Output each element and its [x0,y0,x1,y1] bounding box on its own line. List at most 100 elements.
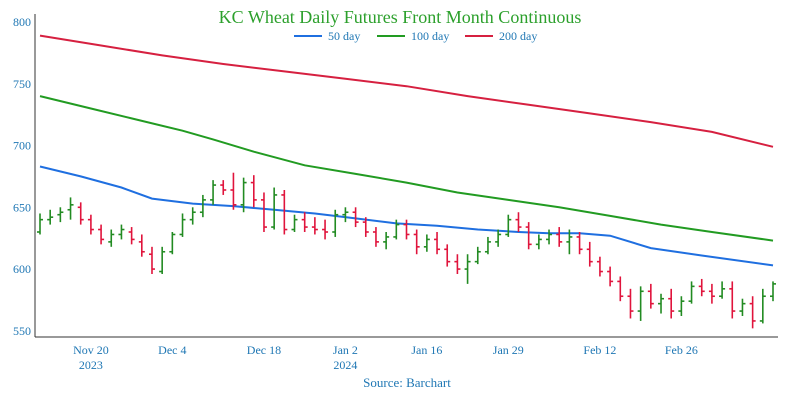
ohlc-bar [47,209,54,225]
legend: 50 day 100 day 200 day [294,29,537,43]
ohlc-bar [169,232,176,255]
ohlc-bar [535,234,542,250]
ohlc-bar [566,229,573,255]
ohlc-bar [729,281,736,319]
ohlc-bar [98,224,105,245]
ohlc-bar [352,207,359,228]
source-note: Source: Barchart [363,375,451,390]
ohlc-bar [413,229,420,255]
chart-title: KC Wheat Daily Futures Front Month Conti… [219,7,582,27]
ohlc-bar [596,256,603,277]
ohlc-bar [617,276,624,302]
ohlc-bar [342,207,349,223]
x-tick-label: Jan 29 [493,343,524,357]
ohlc-bar [37,213,43,235]
ohlc-bar [87,214,94,235]
y-tick-label: 800 [13,15,31,29]
ohlc-bar [311,217,318,235]
y-tick-label: 600 [13,262,31,276]
ohlc-bar [607,266,614,287]
ohlc-bar [678,296,685,316]
ohlc-bar [128,227,135,245]
y-tick-label: 750 [13,77,31,91]
ohlc-bar [719,281,726,299]
y-tick-label: 650 [13,200,31,214]
x-tick-label: Dec 18 [247,343,281,357]
ohlc-bar [434,232,441,255]
ohlc-bar [57,207,64,223]
ohlc-bar [372,227,379,247]
ohlc-bar [362,217,369,237]
ohlc-bar [199,194,206,218]
ohlc-bar [250,175,257,208]
ma-line-200-day [39,34,774,148]
legend-label-200: 200 day [499,29,537,43]
ohlc-bar [505,214,512,237]
y-tick-label: 700 [13,139,31,153]
ohlc-bar [159,246,166,274]
ohlc-bar [495,229,502,247]
ohlc-bar [739,298,746,316]
legend-label-100: 100 day [411,29,449,43]
ohlc-bar [749,296,756,329]
ohlc-bar [576,232,583,255]
ohlc-bar [220,180,227,195]
ohlc-bar [230,172,237,210]
ohlc-bar [291,214,298,232]
ohlc-bar [383,232,390,250]
ohlc-bar [627,288,634,319]
plot-area [37,34,776,329]
ohlc-bar [556,227,563,247]
ohlc-bar [444,244,451,267]
ohlc-bar [484,236,491,255]
x-tick-label: Dec 4 [158,343,186,357]
ohlc-bar [77,202,84,225]
legend-label-50: 50 day [328,29,360,43]
x-tick-year-label: 2023 [79,358,103,372]
ohlc-bar [546,229,553,245]
ohlc-bar [688,281,695,304]
y-tick-label: 550 [13,324,31,338]
ohlc-bar [515,212,522,232]
ohlc-bar [179,213,186,237]
ohlc-bar [658,293,665,314]
x-tick-label: Feb 26 [665,343,698,357]
ohlc-bar [770,281,776,302]
x-tick-label: Nov 20 [73,343,109,357]
ohlc-bar [698,278,705,297]
x-tick-label: Jan 2 [333,343,358,357]
ma-line-50-day [39,165,774,267]
ohlc-bar [189,207,196,225]
ohlc-bar [759,288,766,324]
ohlc-bar [474,246,481,265]
ma-line-100-day [39,95,774,242]
ohlc-bar [708,283,715,304]
ohlc-bar [67,197,74,220]
ohlc-bar [586,241,593,267]
ohlc-bar [454,254,461,274]
ohlc-bar [260,192,267,232]
ohlc-bar [668,288,675,319]
ohlc-bar [322,219,329,240]
ohlc-bar [301,212,308,232]
ohlc-bar [393,219,400,240]
ohlc-bar [403,219,410,240]
ohlc-bar [271,187,278,230]
ohlc-bar [525,222,532,250]
ohlc-bar [118,224,125,240]
ohlc-bar [423,234,430,252]
ohlc-bar [464,254,471,284]
x-tick-label: Jan 16 [411,343,442,357]
ohlc-bar [281,190,288,235]
ohlc-bar [240,177,247,213]
ohlc-bar [647,283,654,309]
ohlc-bar [210,180,217,205]
x-tick-label: Feb 12 [583,343,616,357]
ohlc-bar [138,234,145,257]
ohlc-bar [108,229,115,247]
ohlc-bar [332,209,339,237]
ohlc-bar [637,286,644,321]
ohlc-bar [148,246,155,274]
